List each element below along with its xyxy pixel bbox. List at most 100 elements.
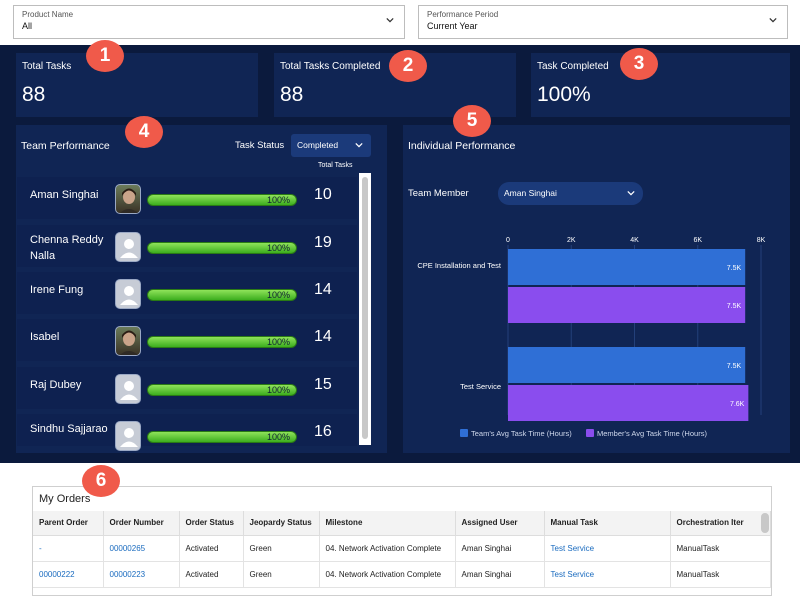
table-cell: 04. Network Activation Complete (319, 535, 456, 562)
completion-percent: 100% (266, 243, 290, 253)
x-tick-label: 6K (693, 237, 702, 244)
team-member-select[interactable]: Aman Singhai (498, 182, 643, 205)
table-cell-link[interactable]: Test Service (544, 561, 671, 588)
kpi-total-tasks: Total Tasks 88 (16, 53, 258, 117)
table-header-row: Parent Order Order Number Order Status Jeop… (33, 511, 771, 536)
orders-scrollbar-thumb[interactable] (761, 513, 769, 533)
table-row[interactable]: -00000265 Activated Green 04. Network Activ… (33, 535, 771, 562)
category-label: Test Service (460, 382, 501, 391)
performance-period-select[interactable]: Performance Period Current Year (418, 5, 788, 39)
column-header[interactable]: Orchestration Iter (670, 511, 771, 536)
bar-value-label: 7.5K (727, 303, 742, 310)
column-header[interactable]: Order Status (179, 511, 244, 536)
completion-percent: 100% (266, 385, 290, 395)
chevron-down-icon (627, 190, 635, 196)
table-cell: 04. Network Activation Complete (319, 561, 456, 588)
team-member-row[interactable]: Sindhu Sajjarao 100% 16 (17, 414, 357, 451)
total-tasks-header: Total Tasks (318, 162, 353, 169)
bar-team (508, 249, 746, 285)
performance-period-label: Performance Period (427, 10, 499, 19)
product-name-select[interactable]: Product Name All (13, 5, 405, 39)
table-row[interactable]: 00000222 00000223 Activated Green 04. Networ… (33, 561, 771, 588)
kpi-task-completed: Task Completed 100% (531, 53, 790, 117)
task-status-value: Completed (297, 140, 339, 150)
avg-task-time-chart: 0 2K 4K 6K 8K 7.5K 7.5K CPE Installation and Te… (417, 237, 766, 438)
column-header[interactable]: Manual Task (544, 511, 671, 536)
kpi-title: Total Tasks (22, 61, 72, 72)
team-member-row[interactable]: Irene Fung 100% 14 (17, 272, 357, 314)
team-member-row[interactable]: Aman Singhai 100% 10 (17, 177, 357, 219)
orders-table: Parent Order Order Number Order Status Jeop… (33, 511, 771, 588)
table-cell: Activated (179, 561, 244, 588)
team-member-label: Team Member (408, 188, 469, 199)
completion-percent: 100% (266, 195, 290, 205)
team-member-row[interactable]: Isabel 100% 14 (17, 319, 357, 361)
column-header[interactable]: Assigned User (455, 511, 545, 536)
legend-label: Member's Avg Task Time (Hours) (597, 429, 707, 438)
table-cell-link[interactable]: - (33, 535, 104, 562)
kpi-title: Task Completed (537, 61, 609, 72)
kpi-value: 88 (22, 83, 46, 106)
completion-progress-bar: 100% (147, 242, 297, 254)
member-photo-avatar (115, 326, 141, 356)
member-name: Aman Singhai (30, 189, 99, 201)
step-badge-1: 1 (86, 40, 124, 72)
member-total-tasks: 19 (314, 234, 332, 251)
member-total-tasks: 14 (314, 328, 332, 345)
team-member-row[interactable]: Raj Dubey 100% 15 (17, 367, 357, 409)
task-status-select[interactable]: Completed (291, 134, 371, 157)
completion-progress-bar: 100% (147, 194, 297, 206)
member-name: Isabel (30, 331, 60, 343)
task-status-label: Task Status (235, 140, 285, 151)
table-cell-link[interactable]: 00000265 (103, 535, 180, 562)
member-total-tasks: 10 (314, 186, 332, 203)
table-cell-link[interactable]: Test Service (544, 535, 671, 562)
team-list-scrollbar[interactable] (359, 173, 371, 445)
table-cell: Aman Singhai (455, 535, 545, 562)
step-badge-4: 4 (125, 116, 163, 148)
chevron-down-icon (769, 17, 777, 23)
completion-percent: 100% (266, 337, 290, 347)
table-cell: Aman Singhai (455, 561, 545, 588)
completion-progress-bar: 100% (147, 289, 297, 301)
completion-progress-bar: 100% (147, 384, 297, 396)
user-placeholder-icon (115, 232, 141, 262)
bar-member (508, 287, 746, 323)
step-badge-2: 2 (389, 50, 427, 82)
product-name-label: Product Name (22, 10, 74, 19)
member-total-tasks: 14 (314, 281, 332, 298)
member-name: Irene Fung (30, 284, 84, 296)
column-header[interactable]: Milestone (319, 511, 456, 536)
table-cell-link[interactable]: 00000223 (103, 561, 180, 588)
column-header[interactable]: Jeopardy Status (243, 511, 320, 536)
x-tick-label: 2K (567, 237, 576, 244)
user-placeholder-icon (115, 279, 141, 309)
bar-team (508, 347, 746, 383)
column-header[interactable]: Parent Order (33, 511, 104, 536)
x-tick-label: 0 (506, 237, 510, 244)
table-cell: Activated (179, 535, 244, 562)
category-label: CPE Installation and Test (417, 261, 502, 270)
legend-swatch (460, 429, 468, 437)
kpi-title: Total Tasks Completed (280, 61, 381, 72)
step-badge-5: 5 (453, 105, 491, 137)
filter-bar: Product Name All Performance Period Curr… (0, 0, 800, 45)
chevron-down-icon (386, 17, 394, 23)
x-tick-label: 8K (757, 237, 766, 244)
completion-percent: 100% (266, 290, 290, 300)
column-header[interactable]: Order Number (103, 511, 180, 536)
step-badge-3: 3 (620, 48, 658, 80)
table-cell-link[interactable]: 00000222 (33, 561, 104, 588)
member-total-tasks: 15 (314, 376, 332, 393)
kpi-value: 100% (537, 83, 591, 106)
product-name-value: All (22, 21, 33, 31)
table-cell: ManualTask (670, 561, 771, 588)
member-photo-avatar (115, 184, 141, 214)
bar-value-label: 7.6K (730, 401, 745, 408)
x-tick-label: 4K (630, 237, 639, 244)
team-member-row[interactable]: Chenna Reddy Nalla 100% 19 (17, 225, 357, 267)
scrollbar-thumb[interactable] (362, 177, 368, 439)
completion-progress-bar: 100% (147, 336, 297, 348)
step-badge-6: 6 (82, 465, 120, 497)
my-orders-title: My Orders (39, 493, 91, 505)
